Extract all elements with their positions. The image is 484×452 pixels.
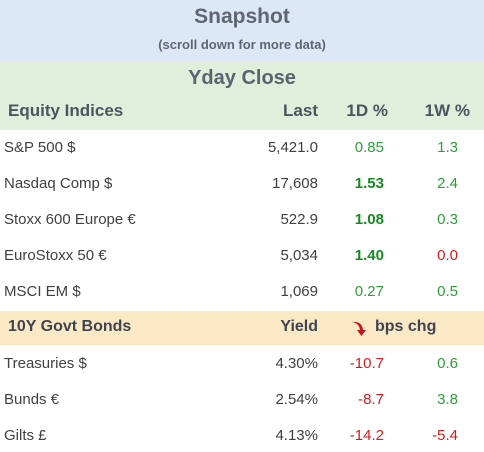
table-row: S&P 500 $ 5,421.0 0.85 1.3 xyxy=(0,130,484,166)
row-last: 17,608 xyxy=(272,175,318,192)
row-last: 522.9 xyxy=(280,211,318,228)
row-1d: -10.7 xyxy=(349,355,384,372)
row-1w: 0.5 xyxy=(437,283,458,300)
row-yield: 4.30% xyxy=(275,355,318,372)
col-1w-header: 1W % xyxy=(424,101,470,120)
row-1d: -14.2 xyxy=(349,427,384,444)
row-1d: -8.7 xyxy=(358,391,384,408)
col-bps-chg-header: bps chg xyxy=(375,318,437,335)
equity-indices-label: Equity Indices xyxy=(8,101,124,120)
row-last: 5,034 xyxy=(280,247,318,264)
row-1w: 3.8 xyxy=(437,391,458,408)
row-1w: 1.3 xyxy=(437,139,458,156)
col-yield-header: Yield xyxy=(280,318,318,335)
row-1w: 0.6 xyxy=(437,355,458,372)
widget-title: Snapshot xyxy=(194,5,290,28)
row-last: 1,069 xyxy=(280,283,318,300)
row-1d: 0.85 xyxy=(354,139,384,156)
row-1w: -5.4 xyxy=(432,427,458,444)
row-name: MSCI EM $ xyxy=(4,283,81,300)
row-name: S&P 500 $ xyxy=(4,139,76,156)
row-name: Stoxx 600 Europe € xyxy=(4,211,136,228)
row-name: Nasdaq Comp $ xyxy=(4,175,113,192)
row-1d: 1.40 xyxy=(354,247,384,264)
table-row: Gilts £ 4.13% -14.2 -5.4 xyxy=(0,418,484,452)
row-1w: 0.0 xyxy=(437,247,458,264)
table-row: MSCI EM $ 1,069 0.27 0.5 xyxy=(0,274,484,310)
section-title: Yday Close xyxy=(188,67,296,89)
row-1d: 0.27 xyxy=(354,283,384,300)
row-name: EuroStoxx 50 € xyxy=(4,247,107,264)
row-name: Treasuries $ xyxy=(4,355,87,372)
equity-header-band xyxy=(0,62,484,130)
row-name: Gilts £ xyxy=(4,427,47,444)
row-yield: 2.54% xyxy=(275,391,318,408)
row-1w: 0.3 xyxy=(437,211,458,228)
col-1d-header: 1D % xyxy=(346,101,388,120)
row-yield: 4.13% xyxy=(275,427,318,444)
row-1d: 1.53 xyxy=(354,175,384,192)
row-1w: 2.4 xyxy=(437,175,458,192)
table-row: Stoxx 600 Europe € 522.9 1.08 0.3 xyxy=(0,202,484,238)
table-row: Nasdaq Comp $ 17,608 1.53 2.4 xyxy=(0,166,484,202)
table-row: Bunds € 2.54% -8.7 3.8 xyxy=(0,382,484,418)
title-band xyxy=(0,0,484,62)
row-name: Bunds € xyxy=(4,391,60,408)
row-last: 5,421.0 xyxy=(267,139,318,156)
col-last-header: Last xyxy=(283,101,318,120)
row-1d: 1.08 xyxy=(354,211,384,228)
table-row: Treasuries $ 4.30% -10.7 0.6 xyxy=(0,346,484,382)
down-arrow-icon xyxy=(352,321,366,336)
table-row: EuroStoxx 50 € 5,034 1.40 0.0 xyxy=(0,238,484,274)
widget-subtitle: (scroll down for more data) xyxy=(158,37,326,52)
bonds-label: 10Y Govt Bonds xyxy=(8,318,132,335)
bonds-header-band xyxy=(0,311,484,345)
